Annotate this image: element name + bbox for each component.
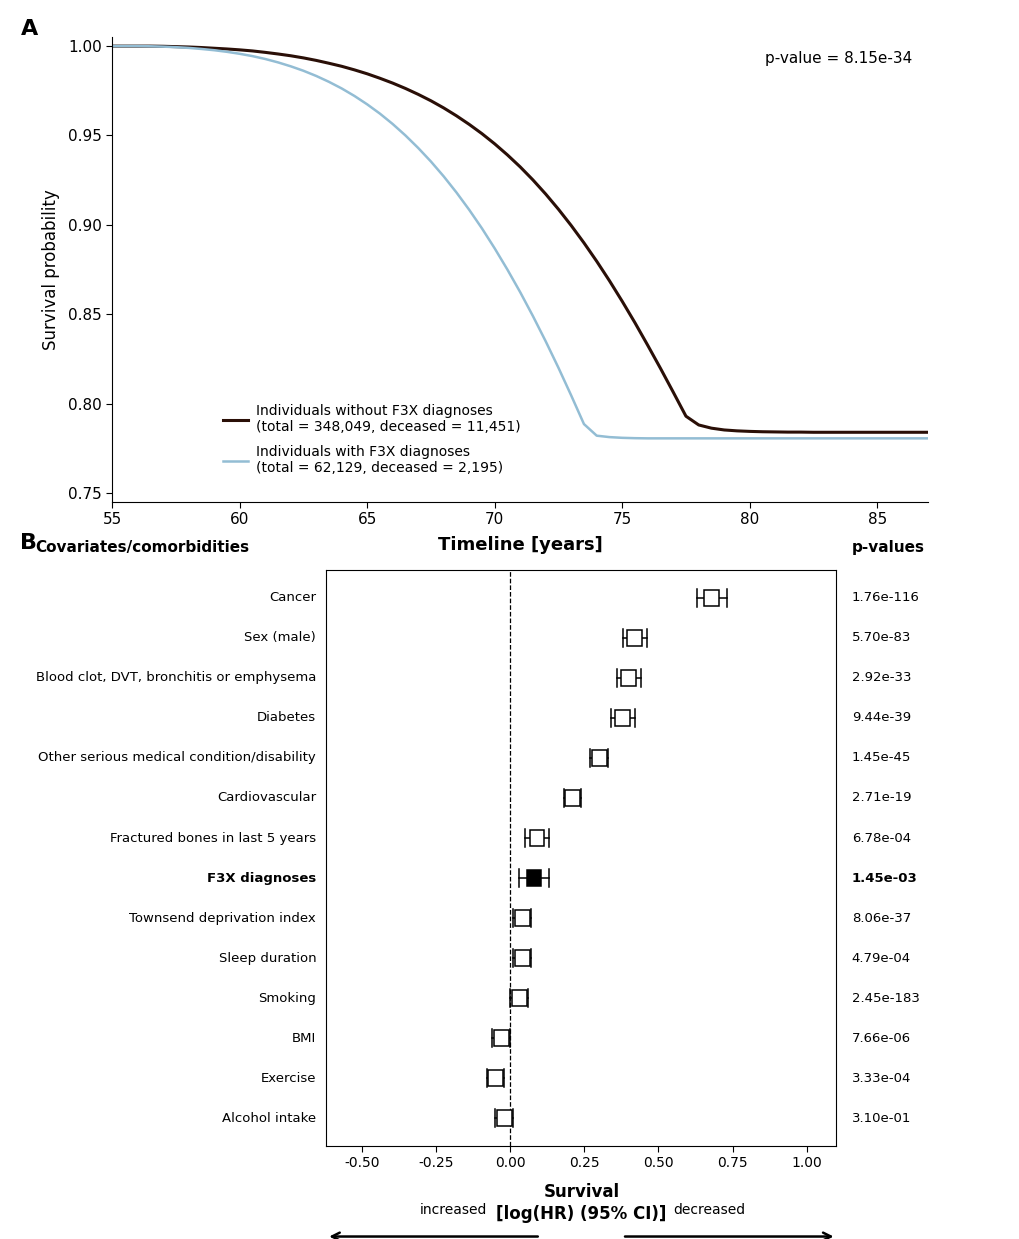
Text: Sex (male): Sex (male) bbox=[245, 632, 316, 644]
Text: Cardiovascular: Cardiovascular bbox=[217, 792, 316, 804]
Text: [log(HR) (95% CI)]: [log(HR) (95% CI)] bbox=[495, 1206, 666, 1223]
Text: 6.78e-04: 6.78e-04 bbox=[851, 831, 910, 845]
Bar bbox=[512, 990, 526, 1006]
Bar bbox=[627, 631, 642, 646]
Text: 1.45e-45: 1.45e-45 bbox=[851, 752, 910, 764]
Bar bbox=[591, 751, 606, 766]
Bar bbox=[614, 710, 630, 726]
Legend: Individuals without F3X diagnoses
(total = 348,049, deceased = 11,451), Individu: Individuals without F3X diagnoses (total… bbox=[217, 398, 526, 481]
Text: 3.10e-01: 3.10e-01 bbox=[851, 1111, 910, 1125]
Text: 1.76e-116: 1.76e-116 bbox=[851, 591, 919, 605]
Text: 7.66e-06: 7.66e-06 bbox=[851, 1032, 910, 1044]
Text: p-value = 8.15e-34: p-value = 8.15e-34 bbox=[764, 51, 911, 66]
Bar bbox=[515, 911, 529, 926]
Text: Fractured bones in last 5 years: Fractured bones in last 5 years bbox=[110, 831, 316, 845]
Text: 5.70e-83: 5.70e-83 bbox=[851, 632, 910, 644]
Text: Diabetes: Diabetes bbox=[257, 711, 316, 725]
Text: B: B bbox=[20, 533, 38, 553]
Bar bbox=[515, 950, 529, 965]
Bar bbox=[487, 1070, 502, 1085]
Text: Exercise: Exercise bbox=[261, 1072, 316, 1084]
Text: 3.33e-04: 3.33e-04 bbox=[851, 1072, 910, 1084]
Text: Blood clot, DVT, bronchitis or emphysema: Blood clot, DVT, bronchitis or emphysema bbox=[36, 672, 316, 684]
Text: Smoking: Smoking bbox=[258, 991, 316, 1005]
Text: 2.71e-19: 2.71e-19 bbox=[851, 792, 910, 804]
Bar bbox=[526, 871, 541, 886]
Text: Alcohol intake: Alcohol intake bbox=[222, 1111, 316, 1125]
Text: BMI: BMI bbox=[291, 1032, 316, 1044]
Bar bbox=[565, 790, 580, 805]
Bar bbox=[704, 590, 718, 606]
Text: decreased: decreased bbox=[673, 1203, 744, 1217]
Text: Other serious medical condition/disability: Other serious medical condition/disabili… bbox=[39, 752, 316, 764]
Text: A: A bbox=[20, 19, 38, 38]
Text: Survival: Survival bbox=[543, 1183, 619, 1201]
Text: Cancer: Cancer bbox=[269, 591, 316, 605]
Bar bbox=[493, 1031, 508, 1046]
Text: 4.79e-04: 4.79e-04 bbox=[851, 952, 910, 964]
Text: F3X diagnoses: F3X diagnoses bbox=[207, 871, 316, 885]
Text: 1.45e-03: 1.45e-03 bbox=[851, 871, 916, 885]
Text: Sleep duration: Sleep duration bbox=[218, 952, 316, 964]
Text: 2.45e-183: 2.45e-183 bbox=[851, 991, 919, 1005]
Text: 9.44e-39: 9.44e-39 bbox=[851, 711, 910, 725]
Text: 8.06e-37: 8.06e-37 bbox=[851, 912, 910, 924]
Text: 2.92e-33: 2.92e-33 bbox=[851, 672, 910, 684]
Text: Townsend deprivation index: Townsend deprivation index bbox=[129, 912, 316, 924]
Bar bbox=[529, 830, 544, 845]
Bar bbox=[496, 1110, 512, 1126]
Text: Covariates/comorbidities: Covariates/comorbidities bbox=[36, 540, 250, 555]
Bar bbox=[621, 670, 636, 685]
Text: p-values: p-values bbox=[851, 540, 924, 555]
X-axis label: Timeline [years]: Timeline [years] bbox=[437, 535, 602, 554]
Text: increased: increased bbox=[420, 1203, 487, 1217]
Y-axis label: Survival probability: Survival probability bbox=[42, 190, 59, 349]
